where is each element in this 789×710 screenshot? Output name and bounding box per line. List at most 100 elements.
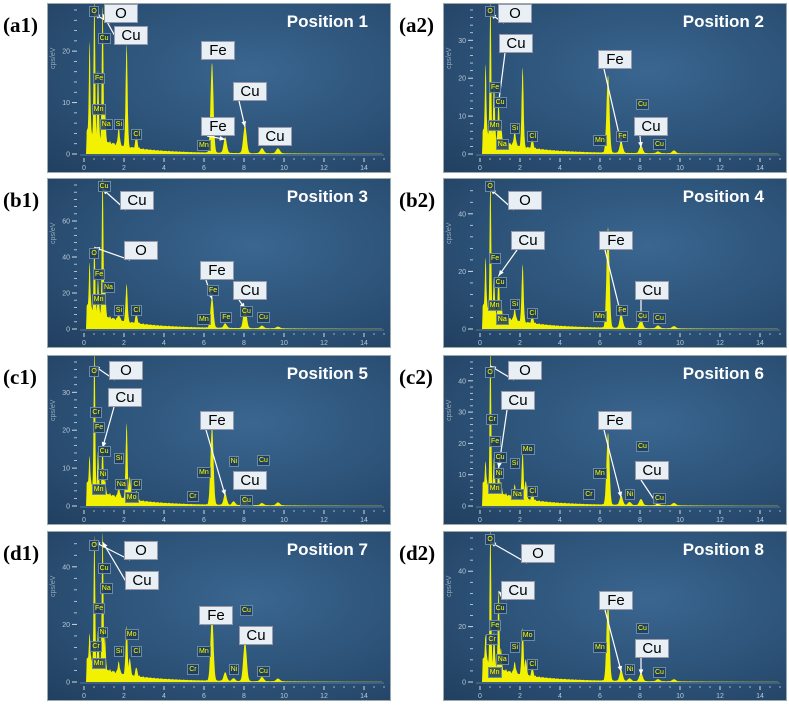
element-tag: Mo xyxy=(124,491,139,503)
callout-label: Cu xyxy=(635,639,669,658)
element-tag: Mn xyxy=(593,134,607,146)
panel-label: (b1) xyxy=(3,188,40,212)
element-tag: Si xyxy=(113,452,125,464)
callout-arrow xyxy=(603,68,622,144)
callout-arrow xyxy=(604,609,622,672)
peak xyxy=(219,323,232,329)
y-axis-label: cps/eV xyxy=(446,575,453,597)
callout-label: Cu xyxy=(114,26,148,45)
element-tag: Cl xyxy=(131,646,143,658)
peak xyxy=(623,501,636,506)
peak xyxy=(521,659,530,682)
peak xyxy=(270,326,286,329)
element-tag: Fe xyxy=(616,304,629,316)
peak xyxy=(482,64,489,154)
element-tag: Fe xyxy=(220,312,233,324)
element-tag: Na xyxy=(495,314,509,326)
element-tag: Cu xyxy=(257,454,270,466)
element-tag: Mo xyxy=(124,629,139,641)
element-tag: Ni xyxy=(97,626,109,638)
callout-label: O xyxy=(124,541,158,560)
peak xyxy=(666,502,682,506)
x-tick-label: 14 xyxy=(360,340,368,347)
element-tag: Mn xyxy=(91,484,106,496)
x-tick-label: 6 xyxy=(598,340,602,347)
y-tick-label: 30 xyxy=(458,410,466,417)
element-tag: Mn xyxy=(197,467,211,479)
element-tag: Cu xyxy=(653,313,666,325)
peak xyxy=(482,461,489,506)
peak xyxy=(602,75,614,154)
x-tick-label: 2 xyxy=(122,165,126,172)
peak xyxy=(634,499,648,506)
x-tick-label: 10 xyxy=(280,165,288,172)
x-tick-label: 0 xyxy=(478,517,482,524)
peak xyxy=(602,227,614,329)
y-axis-label: cps/eV xyxy=(50,222,57,244)
element-tag: Ni xyxy=(228,663,240,675)
callout-label: Cu xyxy=(239,626,273,645)
spectrum-panel: 0 2 4 6 8 10 12 14 0 20 40 cps/eV Position 4 O Cu Fe Cu O… xyxy=(443,178,787,348)
element-tag: Fe xyxy=(93,269,106,281)
element-tag: Mn xyxy=(487,300,502,312)
peak xyxy=(511,661,519,682)
callout-label: Fe xyxy=(201,41,235,60)
peak xyxy=(602,432,614,506)
peak xyxy=(219,672,232,682)
callout-arrow xyxy=(490,541,528,564)
element-tag: Fe xyxy=(93,72,106,84)
peak xyxy=(615,141,628,154)
panel-label: (c1) xyxy=(3,365,37,389)
x-tick-label: 0 xyxy=(82,340,86,347)
x-tick-label: 4 xyxy=(162,165,166,172)
x-tick-label: 14 xyxy=(360,693,368,700)
peak xyxy=(122,422,131,506)
element-tag: Cu xyxy=(493,451,507,463)
element-tag: Cu xyxy=(653,666,666,678)
callout-label: O xyxy=(109,361,143,380)
spectrum-panel: 0 2 4 6 8 10 12 14 0 20 40 cps/eV Position 8 O Cu Fe Cu O… xyxy=(443,531,787,701)
peak xyxy=(487,4,494,154)
peak xyxy=(227,678,240,682)
element-tag: Cu xyxy=(493,603,507,615)
peak xyxy=(511,129,519,154)
element-tag: Si xyxy=(509,299,521,311)
element-tag: Na xyxy=(495,139,509,151)
callout-arrow xyxy=(205,429,226,496)
peak xyxy=(86,456,93,506)
y-tick-label: 20 xyxy=(458,441,466,448)
y-axis-label: cps/eV xyxy=(446,222,453,244)
callout-label: Fe xyxy=(598,50,632,69)
element-tag: Mn xyxy=(91,103,106,115)
element-tag: Mn xyxy=(593,642,607,653)
x-tick-label: 14 xyxy=(756,517,764,524)
peak xyxy=(528,138,537,154)
peak xyxy=(115,312,123,329)
y-tick-label: 40 xyxy=(458,569,466,576)
y-axis-label: cps/eV xyxy=(50,47,57,69)
callout-label: Cu xyxy=(499,34,533,53)
y-axis-label: cps/eV xyxy=(50,399,57,421)
element-tag: Mn xyxy=(197,646,211,658)
peak xyxy=(528,492,537,506)
element-tag: Cu xyxy=(653,492,666,504)
x-tick-label: 2 xyxy=(518,165,522,172)
x-tick-label: 4 xyxy=(162,517,166,524)
element-tag: Mn xyxy=(91,294,106,306)
y-tick-label: 40 xyxy=(62,255,70,262)
element-tag: Si xyxy=(509,642,521,653)
y-tick-label: 0 xyxy=(462,504,466,511)
element-tag: Cl xyxy=(131,305,143,317)
x-tick-label: 4 xyxy=(162,340,166,347)
peak xyxy=(122,283,131,329)
arrowhead-icon xyxy=(221,489,226,496)
callout-label: O xyxy=(498,4,532,23)
element-tag: Fe xyxy=(489,81,502,93)
y-tick-label: 0 xyxy=(462,680,466,687)
panel-title: Position 4 xyxy=(682,187,764,206)
callout-label: Fe xyxy=(598,411,632,430)
callout-label: O xyxy=(508,191,542,210)
y-tick-label: 60 xyxy=(62,219,70,226)
x-tick-label: 0 xyxy=(82,693,86,700)
y-tick-label: 40 xyxy=(458,378,466,385)
